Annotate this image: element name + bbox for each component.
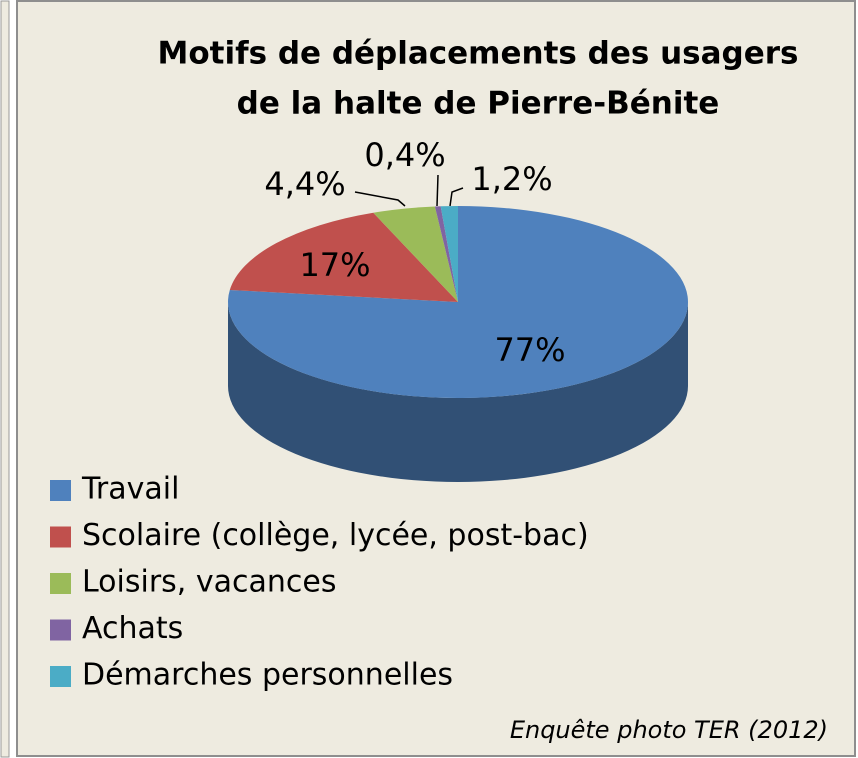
slice [434,206,458,302]
leader-line [449,187,464,207]
legend-label: Loisirs, vacances [82,565,337,600]
data-label: 1,2% [471,160,552,198]
source-note: Enquête photo TER (2012) [510,716,828,744]
legend-swatch [50,666,71,687]
side-strip [0,0,10,758]
legend-label: Scolaire (collège, lycée, post-bac) [82,518,589,553]
data-label: 0,4% [364,136,445,174]
legend-label: Achats [82,611,183,646]
slice [229,212,458,302]
data-label: 17% [299,246,370,284]
legend-swatch [50,480,71,501]
legend-label: Démarches personnelles [82,658,453,693]
legend-label: Travail [81,472,179,507]
legend-swatch [50,573,71,594]
chart-title: Motifs de déplacements des usagers [158,36,799,72]
data-label: 77% [494,331,565,369]
legend-swatch [50,619,71,641]
legend-swatch [50,526,71,548]
leader-line [436,174,439,207]
slice [373,206,458,302]
leader-line [354,191,406,207]
slice-side [228,302,688,482]
slice [440,206,458,302]
chart-title: de la halte de Pierre-Bénite [237,86,720,122]
data-label: 4,4% [264,165,345,203]
